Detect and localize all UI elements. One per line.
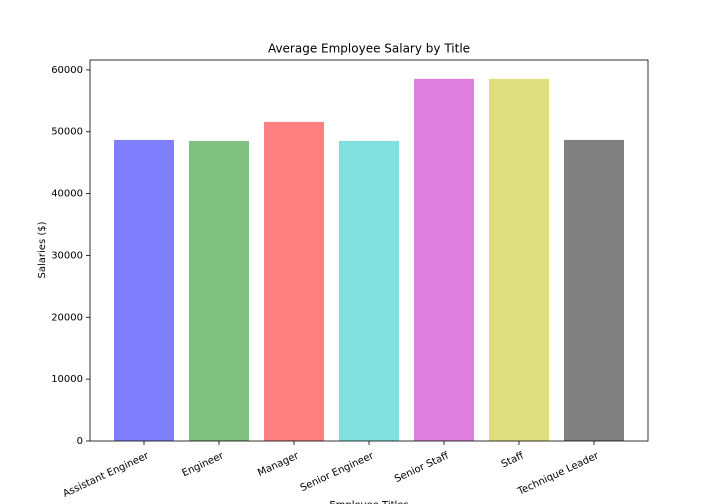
bar	[114, 139, 174, 441]
y-tick-label: 20000	[51, 312, 83, 323]
y-tick-label: 60000	[51, 65, 83, 76]
bar	[564, 139, 624, 441]
bar	[339, 140, 399, 442]
y-tick-label: 40000	[51, 189, 83, 200]
x-tick-label: Senior Engineer	[299, 450, 377, 494]
bar	[414, 78, 474, 442]
chart-title: Average Employee Salary by Title	[268, 42, 470, 56]
y-tick-label: 0	[77, 436, 83, 447]
y-tick-label: 10000	[51, 374, 83, 385]
y-tick-label: 30000	[51, 250, 83, 261]
x-axis-label: Employee Titles	[329, 500, 408, 504]
x-tick-label: Senior Staff	[393, 450, 452, 485]
y-tick-label: 50000	[51, 127, 83, 138]
x-tick-label: Manager	[256, 450, 301, 479]
x-tick-label: Staff	[500, 450, 527, 470]
bar	[264, 121, 324, 441]
x-tick-label: Technique Leader	[515, 450, 601, 498]
plot-frame	[89, 59, 649, 442]
bar	[489, 78, 549, 442]
x-tick-label: Engineer	[181, 450, 227, 479]
bar	[189, 140, 249, 442]
y-axis-label: Salaries ($)	[37, 221, 48, 278]
x-tick-label: Assistant Engineer	[61, 450, 151, 500]
